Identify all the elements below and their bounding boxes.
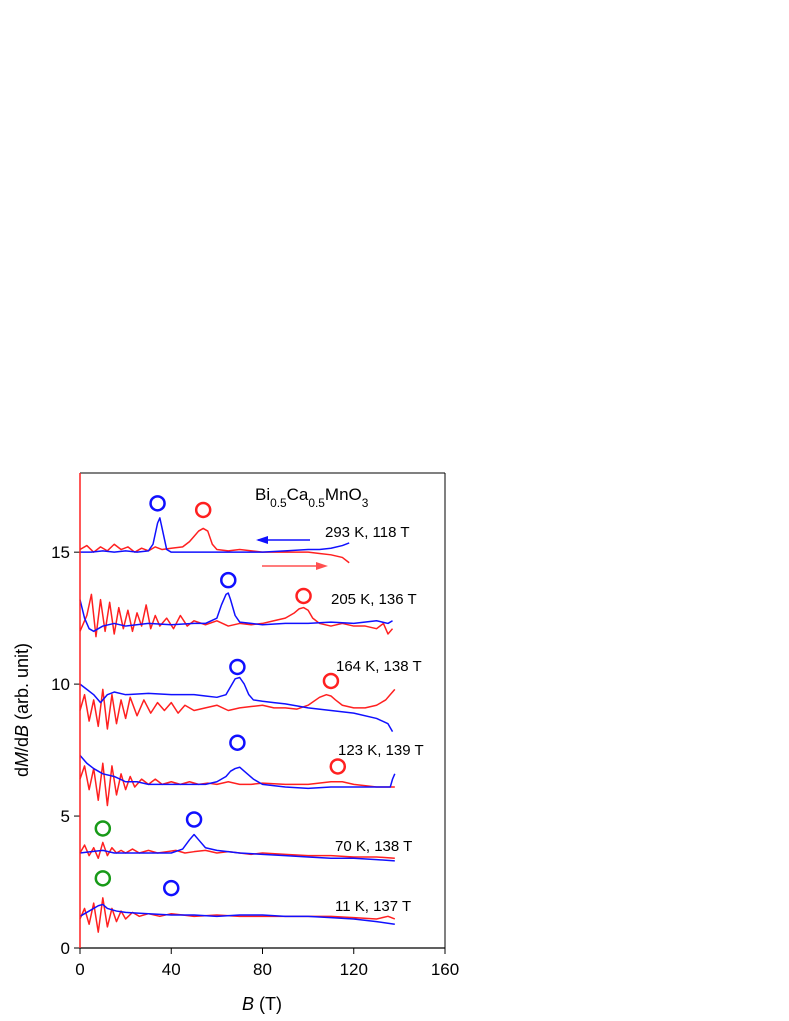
peak-marker xyxy=(94,870,112,887)
data-line xyxy=(79,903,395,925)
curve-label: 70 K, 138 T xyxy=(335,838,412,855)
peak-marker xyxy=(229,658,246,676)
chart-title-part: 0.5 xyxy=(308,496,325,510)
curve-label: 205 K, 136 T xyxy=(331,591,417,608)
data-line xyxy=(79,754,396,790)
chart-title-part: Ca xyxy=(287,485,309,504)
y-tick-label: 5 xyxy=(61,807,70,826)
chart-title: Bi0.5Ca0.5MnO3 xyxy=(255,485,369,510)
data-line xyxy=(79,676,394,732)
curve-label: 11 K, 137 T xyxy=(335,898,411,915)
peak-marker xyxy=(229,734,246,751)
peak-marker xyxy=(149,495,166,512)
y-axis-title-part: /d xyxy=(12,737,32,752)
down-sweep-arrowhead xyxy=(256,536,268,544)
data-line xyxy=(80,517,350,553)
curve-label: 293 K, 118 T xyxy=(325,524,410,541)
y-axis-title-part: B xyxy=(12,725,32,737)
x-tick-label: 0 xyxy=(75,960,84,979)
x-tick-label: 80 xyxy=(253,960,272,979)
y-axis-title-part: d xyxy=(12,767,32,777)
peak-marker xyxy=(295,587,312,605)
chart-title-part: Bi xyxy=(255,485,270,504)
x-axis-title-part: (T) xyxy=(254,994,282,1014)
x-tick-label: 120 xyxy=(340,960,368,979)
y-tick-label: 15 xyxy=(51,543,70,562)
y-axis-title-part: M xyxy=(12,752,32,767)
peak-marker xyxy=(185,811,203,828)
x-tick-label: 40 xyxy=(162,960,181,979)
y-axis-title: dM/dB (arb. unit) xyxy=(12,643,32,777)
y-tick-label: 0 xyxy=(61,939,70,958)
peak-marker xyxy=(329,758,347,775)
peak-marker xyxy=(220,571,237,589)
data-line xyxy=(79,592,393,633)
peak-marker xyxy=(163,879,180,897)
chart-title-part: 3 xyxy=(362,496,369,510)
data-line xyxy=(79,833,395,862)
y-axis-title-part: (arb. unit) xyxy=(12,643,32,725)
data-line xyxy=(79,593,394,638)
up-sweep-arrowhead xyxy=(316,562,328,570)
peak-marker xyxy=(194,501,212,519)
data-line xyxy=(79,688,396,730)
chart-title-part: MnO xyxy=(325,485,362,504)
peak-marker xyxy=(94,820,112,837)
y-tick-label: 10 xyxy=(51,675,70,694)
data-line xyxy=(79,527,350,564)
curve-label: 123 K, 139 T xyxy=(338,742,424,759)
peak-marker xyxy=(322,672,340,690)
data-line xyxy=(79,762,395,807)
x-axis-title: B (T) xyxy=(242,994,282,1014)
chart-title-part: 0.5 xyxy=(270,496,287,510)
curve-label: 164 K, 138 T xyxy=(336,658,422,675)
x-axis-title-part: B xyxy=(242,994,254,1014)
data-line xyxy=(79,841,395,860)
x-tick-label: 160 xyxy=(431,960,459,979)
